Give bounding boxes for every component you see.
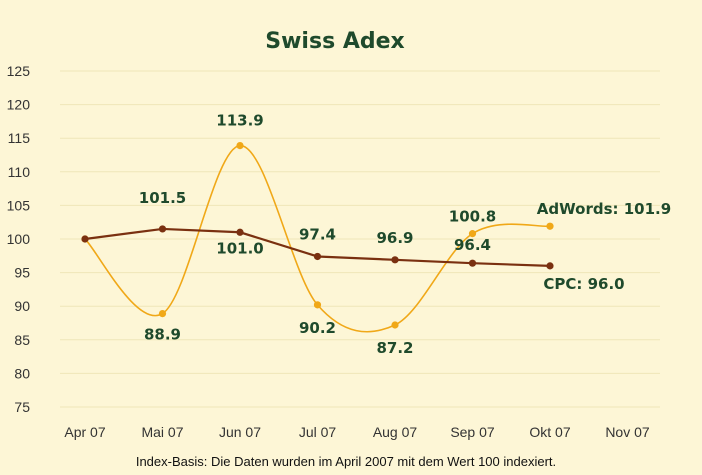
- y-tick-label: 75: [14, 399, 30, 415]
- y-tick-label: 100: [7, 231, 31, 247]
- adwords-point: [236, 141, 244, 150]
- cpc-point: [81, 235, 89, 243]
- cpc-point: [313, 252, 322, 261]
- cpc-data-label: CPC: 96.0: [543, 275, 624, 293]
- y-tick-label: 90: [14, 298, 30, 314]
- x-tick-label: Apr 07: [64, 424, 105, 440]
- adwords-point: [391, 321, 399, 329]
- series-lines: [81, 141, 554, 333]
- cpc-data-label: 97.4: [299, 225, 336, 243]
- y-tick-label: 125: [7, 63, 31, 79]
- cpc-point: [236, 228, 244, 236]
- cpc-point: [391, 256, 399, 264]
- adwords-data-label: 113.9: [216, 112, 263, 130]
- x-tick-label: Okt 07: [529, 424, 570, 440]
- adwords-data-label: 100.8: [449, 208, 496, 226]
- x-tick-label: Mai 07: [141, 424, 183, 440]
- y-tick-label: 115: [8, 130, 31, 146]
- x-axis: Apr 07 Mai 07 Jun 07 Jul 07 Aug 07 Sep 07 Okt …: [64, 424, 650, 440]
- footnote: Index-Basis: Die Daten wurden im April 2…: [136, 454, 556, 469]
- adwords-data-label: 90.2: [299, 319, 336, 337]
- y-tick-label: 80: [14, 365, 30, 381]
- y-tick-label: 110: [8, 164, 31, 180]
- cpc-data-label: 101.5: [139, 189, 186, 207]
- cpc-point: [158, 225, 167, 233]
- adwords-point: [468, 230, 477, 238]
- cpc-data-label: 96.9: [376, 229, 413, 247]
- cpc-data-label: 96.4: [454, 236, 491, 254]
- y-axis: 75 80 85 90 95 100 105 110 115 120 125: [7, 63, 31, 415]
- x-tick-label: Sep 07: [450, 424, 495, 440]
- gridlines: [60, 70, 660, 408]
- adwords-point: [546, 222, 554, 230]
- x-tick-label: Aug 07: [373, 424, 418, 440]
- data-labels: 88.9 113.9 90.2 87.2 100.8 AdWords: 101.9 101.…: [139, 112, 671, 357]
- x-tick-label: Nov 07: [605, 424, 650, 440]
- chart-title: Swiss Adex: [265, 29, 404, 54]
- cpc-point: [468, 259, 477, 267]
- y-tick-label: 120: [7, 97, 31, 113]
- y-tick-label: 105: [7, 197, 31, 213]
- adwords-data-label: 87.2: [376, 339, 413, 357]
- x-tick-label: Jun 07: [219, 424, 261, 440]
- y-tick-label: 95: [14, 265, 30, 281]
- y-tick-label: 85: [14, 332, 30, 348]
- cpc-data-label: 101.0: [216, 239, 263, 257]
- adwords-data-label: AdWords: 101.9: [537, 200, 671, 218]
- cpc-point: [546, 262, 554, 270]
- adwords-data-label: 88.9: [144, 326, 181, 344]
- adwords-point: [313, 301, 322, 309]
- x-tick-label: Jul 07: [299, 424, 337, 440]
- adwords-point: [158, 309, 167, 318]
